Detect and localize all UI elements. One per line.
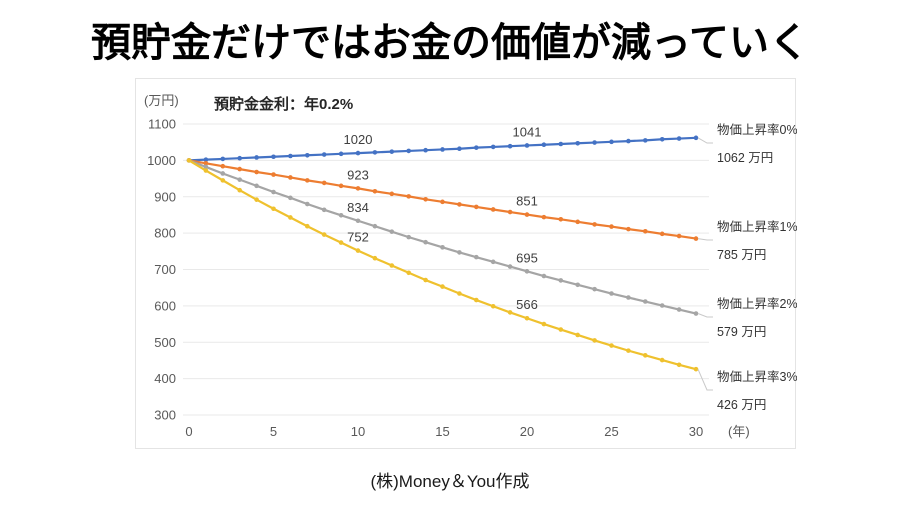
series-end-value-label: 426 万円	[717, 398, 766, 412]
series-1: 923 851 物価上昇率1% 785 万円	[186, 158, 798, 262]
y-axis-ticks: 300 400 500 600 700 800 900 1000 1100	[147, 117, 176, 423]
x-axis-ticks: 0 5 10 15 20 25 30 (年)	[185, 424, 749, 439]
data-label: 1041	[513, 124, 542, 139]
series-end-value-label: 579 万円	[717, 325, 766, 339]
svg-text:800: 800	[154, 226, 176, 241]
data-label: 834	[347, 200, 369, 215]
leader-line	[697, 368, 713, 391]
svg-text:1100: 1100	[148, 117, 176, 132]
data-label: 851	[516, 194, 538, 209]
svg-text:600: 600	[154, 298, 176, 313]
data-label: 695	[516, 250, 538, 265]
svg-text:300: 300	[154, 408, 176, 423]
x-unit-label: (年)	[728, 424, 750, 439]
series-end-value-label: 785 万円	[717, 248, 766, 262]
series-2: 834 695 物価上昇率2% 579 万円	[186, 158, 798, 339]
series-name-label: 物価上昇率1%	[717, 219, 797, 234]
chart-container: 300 400 500 600 700 800 900 1000 1100 0 5 10 15 20 25 3…	[135, 78, 798, 449]
series-0: 1020 1041 物価上昇率0% 1062 万円	[186, 122, 798, 165]
svg-text:15: 15	[435, 424, 449, 439]
svg-text:20: 20	[520, 424, 534, 439]
svg-text:30: 30	[689, 424, 703, 439]
svg-text:700: 700	[154, 262, 176, 277]
svg-text:5: 5	[270, 424, 277, 439]
data-label: 566	[516, 297, 538, 312]
y-unit-label: (万円)	[144, 93, 179, 108]
svg-text:1000: 1000	[147, 153, 176, 168]
series-line	[188, 159, 697, 371]
leader-line	[697, 313, 713, 318]
data-label: 923	[347, 167, 369, 182]
series-name-label: 物価上昇率3%	[717, 369, 797, 384]
series-line	[188, 159, 697, 315]
svg-text:500: 500	[154, 335, 176, 350]
series-3: 752 566 物価上昇率3% 426 万円	[186, 158, 798, 412]
line-chart: 300 400 500 600 700 800 900 1000 1100 0 5 10 15 20 25 3…	[144, 93, 798, 439]
leader-line	[697, 137, 713, 144]
svg-text:25: 25	[604, 424, 618, 439]
series-line	[188, 159, 697, 240]
svg-text:900: 900	[154, 189, 176, 204]
credit-text: (株)Money＆You作成	[370, 472, 530, 491]
svg-text:10: 10	[351, 424, 365, 439]
chart-subtitle: 預貯金金利：年0.2%	[214, 95, 353, 113]
svg-text:400: 400	[154, 371, 176, 386]
gridlines	[183, 123, 709, 416]
series-name-label: 物価上昇率0%	[717, 122, 797, 137]
series-name-label: 物価上昇率2%	[717, 296, 797, 311]
leader-line	[697, 238, 713, 241]
data-label: 752	[347, 230, 369, 245]
svg-text:0: 0	[185, 424, 192, 439]
data-label: 1020	[344, 132, 373, 147]
page-title: 預貯金だけではお金の価値が減っていく	[91, 21, 809, 65]
series-end-value-label: 1062 万円	[717, 151, 773, 165]
